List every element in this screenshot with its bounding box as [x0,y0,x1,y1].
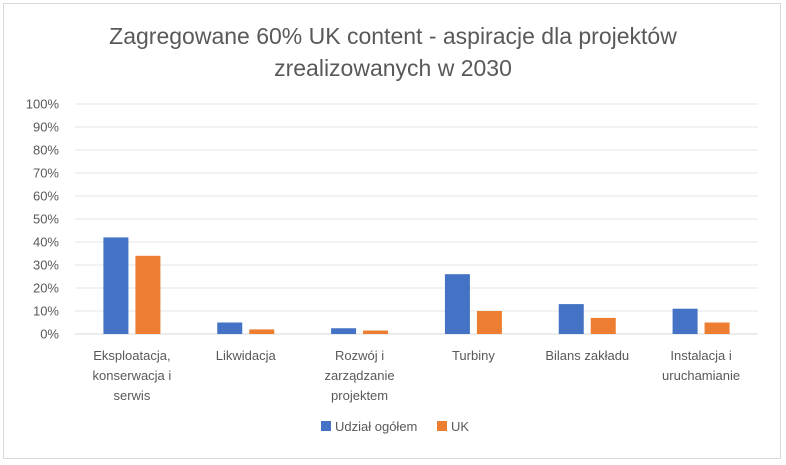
category-label: Turbiny [452,348,495,363]
bar-udzial-ogolem [217,322,243,334]
category-label: Eksploatacja, [93,348,170,363]
y-tick-label: 50% [33,212,59,227]
chart-frame [3,3,781,459]
category-label: zarządzanie [325,368,395,383]
chart-title-line-2: zrealizowanych w 2030 [274,55,512,81]
legend-label: UK [451,419,469,434]
bar-udzial-ogolem [103,237,129,334]
bar-uk [476,311,502,334]
bar-udzial-ogolem [558,304,584,334]
bar-uk [363,330,389,334]
y-tick-label: 30% [33,258,59,273]
y-tick-label: 20% [33,281,59,296]
bar-uk [704,322,730,334]
category-label: konserwacja i [93,368,172,383]
bar-udzial-ogolem [672,308,698,334]
legend-label: Udział ogółem [335,419,417,434]
category-label: Likwidacja [216,348,277,363]
y-tick-label: 60% [33,189,59,204]
y-tick-label: 0% [40,327,59,342]
chart-title: Zagregowane 60% UK content - aspiracje d… [0,20,786,84]
bar-udzial-ogolem [331,328,357,334]
y-tick-label: 70% [33,166,59,181]
bar-udzial-ogolem [444,274,470,334]
y-tick-label: 80% [33,143,59,158]
category-label: Bilans zakładu [545,348,629,363]
category-label: serwis [113,388,150,403]
y-tick-label: 40% [33,235,59,250]
category-label: Rozwój i [335,348,384,363]
y-tick-label: 100% [26,97,60,112]
bar-uk [590,317,616,334]
category-label: projektem [331,388,388,403]
category-label: Instalacja i [670,348,732,363]
legend-swatch [437,421,447,431]
bar-uk [135,255,161,334]
category-label: uruchamianie [662,368,740,383]
y-tick-label: 90% [33,120,59,135]
y-tick-label: 10% [33,304,59,319]
legend-swatch [321,421,331,431]
bar-uk [249,329,275,334]
chart-title-line-1: Zagregowane 60% UK content - aspiracje d… [109,23,677,49]
